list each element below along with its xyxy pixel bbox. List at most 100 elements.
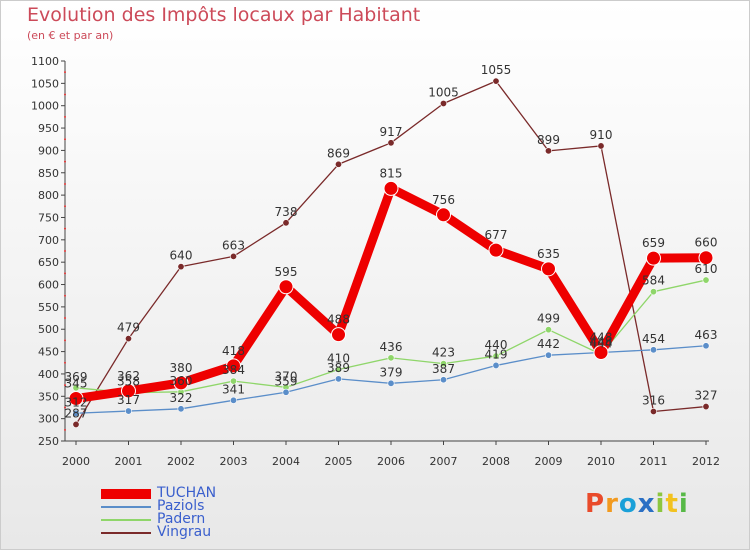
- data-label-tuchan: 756: [432, 193, 455, 207]
- data-point-vingrau: [439, 99, 447, 107]
- y-minor-tick: [64, 93, 66, 96]
- y-tick-label: 850: [38, 167, 59, 180]
- data-point-tuchan: [121, 383, 136, 399]
- data-point-paziols: [125, 407, 133, 415]
- data-label-padern: 370: [275, 369, 298, 383]
- data-label-padern: 436: [380, 340, 403, 354]
- data-label-vingrau: 1055: [481, 63, 512, 77]
- data-label-vingrau: 899: [537, 133, 560, 147]
- data-point-vingrau: [702, 403, 710, 411]
- chart-legend: TUCHAN Paziols Padern Vingrau: [101, 486, 216, 539]
- data-label-tuchan: 418: [222, 344, 245, 358]
- data-point-paziols: [282, 388, 290, 396]
- x-tick-label: 2001: [115, 455, 143, 468]
- data-label-tuchan: 660: [695, 236, 718, 250]
- y-tick-label: 250: [38, 435, 59, 448]
- x-tick-label: 2011: [640, 455, 668, 468]
- data-label-tuchan: 815: [380, 166, 403, 180]
- chart-axes: 250 300 350 400 450 500 550 600 650 700 750 800 850 9…: [31, 55, 720, 468]
- data-label-paziols: 379: [380, 365, 403, 379]
- data-label-padern: 584: [642, 274, 665, 288]
- data-point-tuchan: [436, 207, 451, 223]
- x-tick-label: 2004: [272, 455, 300, 468]
- data-label-tuchan: 380: [170, 361, 193, 375]
- data-point-vingrau: [230, 252, 238, 260]
- x-tick-label: 2010: [587, 455, 615, 468]
- y-minor-tick: [64, 138, 66, 141]
- data-point-tuchan: [383, 180, 399, 196]
- data-point-vingrau: [597, 142, 605, 150]
- data-point-paziols: [177, 405, 185, 413]
- data-point-vingrau: [387, 139, 395, 147]
- data-point-paziols: [492, 361, 500, 369]
- data-label-vingrau: 738: [275, 205, 298, 219]
- data-point-padern: [334, 365, 342, 373]
- data-label-tuchan: 677: [485, 228, 508, 242]
- data-point-paziols: [334, 375, 342, 383]
- y-minor-tick: [64, 406, 66, 409]
- data-label-padern: 444: [590, 336, 613, 350]
- data-point-padern: [702, 276, 710, 284]
- data-point-tuchan: [68, 391, 84, 407]
- data-point-tuchan: [278, 279, 294, 295]
- y-tick-label: 1050: [31, 77, 59, 90]
- y-minor-tick: [64, 317, 66, 320]
- data-point-tuchan: [173, 375, 189, 391]
- data-point-padern: [544, 326, 552, 334]
- x-tick-label: 2003: [220, 455, 248, 468]
- data-label-vingrau: 640: [170, 249, 193, 263]
- y-tick-label: 950: [38, 122, 59, 135]
- data-label-paziols: 454: [642, 332, 665, 346]
- data-point-vingrau: [649, 407, 657, 415]
- y-tick-label: 350: [38, 390, 59, 403]
- y-minor-tick: [64, 115, 66, 118]
- data-label-tuchan: 345: [65, 377, 88, 391]
- data-label-tuchan: 659: [642, 236, 665, 250]
- data-point-tuchan: [541, 261, 556, 277]
- data-label-vingrau: 1005: [428, 85, 459, 99]
- y-tick-label: 500: [38, 323, 59, 336]
- data-label-vingrau: 910: [590, 128, 613, 142]
- data-label-padern: 410: [327, 351, 350, 365]
- data-point-vingrau: [334, 160, 342, 168]
- x-tick-label: 2006: [377, 455, 405, 468]
- data-point-tuchan: [331, 327, 346, 343]
- data-point-paziols: [387, 379, 395, 387]
- y-minor-tick: [64, 250, 66, 252]
- data-label-vingrau: 327: [695, 389, 718, 403]
- data-label-paziols: 448: [590, 334, 613, 348]
- y-minor-tick: [64, 182, 66, 185]
- data-point-padern: [439, 360, 447, 368]
- legend-label-paziols: Paziols: [157, 498, 205, 514]
- data-label-paziols: 389: [327, 361, 350, 375]
- y-minor-tick: [64, 227, 66, 230]
- data-label-paziols: 463: [695, 328, 718, 342]
- y-minor-tick: [64, 71, 66, 74]
- data-point-paziols: [649, 346, 657, 354]
- data-point-tuchan: [226, 358, 241, 374]
- y-tick-label: 750: [38, 211, 59, 224]
- data-point-paziols: [439, 376, 447, 384]
- y-tick-label: 1100: [31, 55, 59, 68]
- data-label-padern: 360: [170, 374, 193, 388]
- data-point-vingrau: [492, 77, 500, 85]
- y-tick-label: 550: [38, 301, 59, 314]
- x-tick-label: 2000: [62, 455, 90, 468]
- legend-swatch-tuchan: [101, 488, 151, 499]
- data-point-vingrau: [125, 335, 133, 343]
- legend-swatch-padern: [101, 518, 151, 521]
- y-tick-label: 600: [38, 279, 59, 292]
- y-tick-label: 400: [38, 368, 59, 381]
- data-point-vingrau: [177, 263, 185, 271]
- legend-label-padern: Padern: [157, 511, 206, 527]
- data-label-padern: 358: [117, 375, 140, 389]
- chart-subtitle: (en € et par an): [27, 29, 114, 42]
- data-point-vingrau: [282, 219, 290, 227]
- data-point-padern: [72, 384, 80, 392]
- legend-item-tuchan: TUCHAN: [101, 486, 216, 500]
- data-point-tuchan: [488, 242, 504, 258]
- data-point-paziols: [230, 396, 238, 404]
- data-point-paziols: [72, 409, 80, 417]
